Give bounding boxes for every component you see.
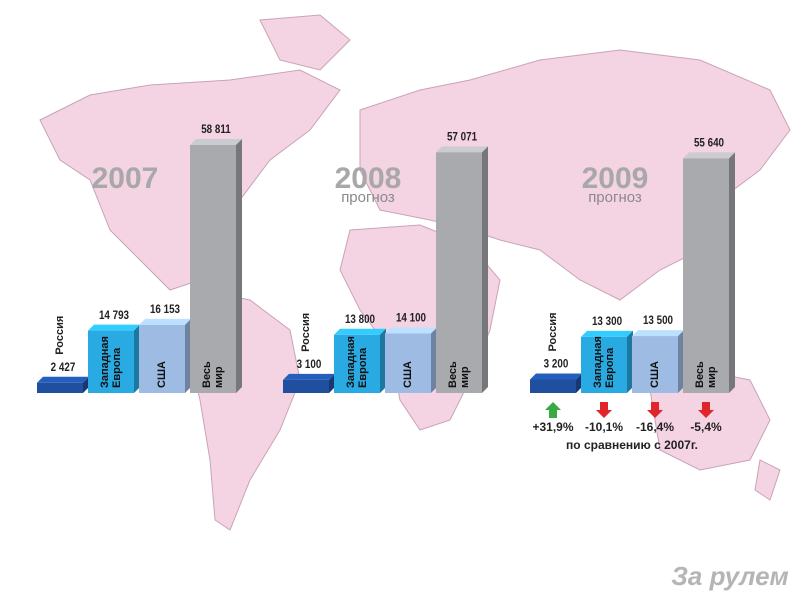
chart-title: 2007 (92, 162, 159, 195)
bar (385, 333, 431, 393)
change-arrow (545, 402, 561, 418)
bar-top (139, 318, 191, 325)
category-label: ЗападнаяЕвропа (345, 336, 369, 388)
change-label: +31,9% (532, 420, 573, 434)
category-label: Весьмир (201, 361, 225, 388)
bar-top (385, 327, 437, 334)
value-label: 57 071 (447, 131, 477, 144)
value-label: 58 811 (201, 123, 231, 136)
bar-side (134, 324, 140, 393)
change-note: по сравнению с 2007г. (566, 438, 698, 452)
bar-side (627, 330, 633, 393)
value-label: 14 100 (396, 312, 426, 325)
chart-title: 2008 (335, 162, 402, 195)
bar-top (283, 373, 335, 380)
category-label: ЗападнаяЕвропа (592, 336, 616, 388)
value-label: 13 500 (643, 314, 673, 327)
bar (334, 334, 380, 393)
change-arrow (647, 402, 663, 418)
bar-top (632, 330, 684, 337)
category-label: Россия (54, 316, 66, 355)
value-label: 14 793 (99, 309, 129, 322)
value-label: 3 200 (544, 358, 569, 371)
bar-top (436, 146, 488, 153)
world-map (39, 14, 791, 531)
change-label: -10,1% (585, 420, 623, 434)
bar-top (581, 330, 633, 337)
bar-side (380, 328, 386, 393)
category-label: Россия (300, 313, 312, 352)
bar-side (576, 373, 582, 393)
bar-top (88, 324, 140, 331)
bar-side (329, 373, 335, 393)
bar (581, 336, 627, 393)
value-label: 13 300 (592, 315, 622, 328)
value-label: 13 800 (345, 313, 375, 326)
value-label: 3 100 (297, 358, 322, 371)
change-arrow (698, 402, 714, 418)
bar (190, 145, 236, 393)
category-label: Весьмир (447, 361, 471, 388)
bar (530, 379, 576, 393)
bar-side (431, 327, 437, 393)
bar (88, 330, 134, 393)
category-label: Весьмир (694, 361, 718, 388)
bar-top (190, 139, 242, 145)
bar-top (683, 152, 735, 159)
bar-side (185, 318, 191, 393)
value-label: 16 153 (150, 303, 180, 316)
change-label: -16,4% (636, 420, 674, 434)
category-label: Россия (547, 312, 559, 351)
category-label: США (649, 361, 661, 388)
bar (683, 158, 729, 393)
bar (632, 336, 678, 393)
chart-title: 2009 (582, 162, 649, 195)
bar-side (236, 139, 242, 393)
bar-side (678, 330, 684, 393)
change-arrow (596, 402, 612, 418)
value-label: 2 427 (51, 361, 76, 374)
bar (37, 382, 83, 393)
bar (139, 324, 185, 393)
bar-top (334, 328, 386, 335)
value-label: 55 640 (694, 137, 724, 150)
category-label: ЗападнаяЕвропа (99, 336, 123, 388)
bar-top (37, 376, 89, 383)
category-label: США (156, 361, 168, 388)
bar-top (530, 373, 582, 380)
bar (436, 152, 482, 393)
category-label: США (402, 361, 414, 388)
bar (283, 379, 329, 393)
chart-subtitle: прогноз (341, 189, 395, 206)
change-label: -5,4% (690, 420, 722, 434)
chart-subtitle: прогноз (588, 189, 642, 206)
bar-side (83, 376, 89, 393)
bar-side (482, 146, 488, 393)
bar-side (729, 152, 735, 393)
brand: За рулем (671, 561, 789, 591)
